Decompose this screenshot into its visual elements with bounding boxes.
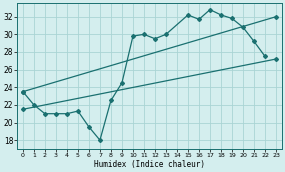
X-axis label: Humidex (Indice chaleur): Humidex (Indice chaleur) [94,159,205,169]
